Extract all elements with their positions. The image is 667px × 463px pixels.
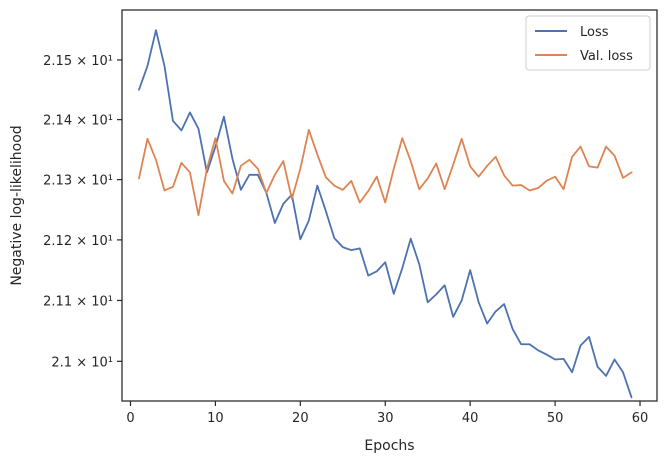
y-tick-label: 2.1 × 10¹	[51, 355, 113, 370]
legend-box	[525, 15, 651, 71]
y-tick-label: 2.15 × 10¹	[43, 54, 113, 69]
y-tick-label: 2.11 × 10¹	[43, 294, 113, 309]
plot-area	[121, 9, 658, 402]
y-axis-label: Negative log-likelihood	[9, 125, 25, 285]
x-tick-label: 10	[207, 411, 224, 426]
y-axis: 2.15 × 10¹ 2.14 × 10¹ 2.13 × 10¹ 2.12 × 10¹…	[43, 54, 122, 370]
series-line-val-loss	[138, 128, 633, 217]
legend-label-loss: Loss	[580, 25, 609, 40]
x-tick-label: 30	[377, 411, 394, 426]
x-tick-label: 60	[632, 411, 649, 426]
x-tick-label: 20	[292, 411, 309, 426]
legend-label-val-loss: Val. loss	[580, 49, 633, 64]
x-tick-label: 0	[126, 411, 134, 426]
legend: Loss Val. loss	[525, 15, 651, 71]
x-axis-label: Epochs	[364, 438, 414, 454]
x-axis: 0 10 20 30 40 50 60	[126, 401, 648, 426]
series-lines	[138, 29, 633, 399]
y-tick-label: 2.14 × 10¹	[43, 114, 113, 129]
y-tick-label: 2.13 × 10¹	[43, 174, 113, 189]
x-tick-label: 50	[547, 411, 564, 426]
series-line-loss	[138, 29, 633, 399]
y-tick-label: 2.12 × 10¹	[43, 234, 113, 249]
x-tick-label: 40	[462, 411, 479, 426]
